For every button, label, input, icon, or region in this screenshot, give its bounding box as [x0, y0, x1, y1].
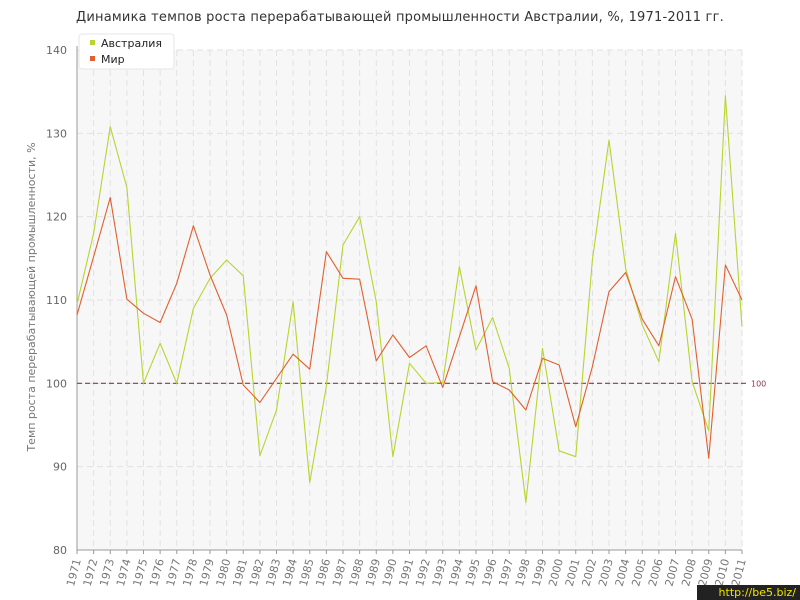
legend-label-world[interactable]: Мир — [101, 53, 125, 66]
axes — [76, 46, 743, 554]
watermark-link[interactable]: http://be5.biz/ — [697, 585, 800, 600]
x-tick-label: 2011 — [729, 557, 749, 587]
y-tick-label: 140 — [46, 44, 67, 57]
legend-box — [78, 33, 175, 70]
y-axis-title: Темп роста перерабатывающей промышленнос… — [25, 142, 38, 452]
legend-swatch-world — [90, 56, 95, 61]
x-tick-labels: 1971197219731974197519761977197819791980… — [64, 557, 749, 587]
chart-title: Динамика темпов роста перерабатывающей п… — [76, 10, 724, 25]
reference-line-label: 100 — [751, 379, 766, 388]
y-tick-label: 120 — [46, 211, 67, 224]
legend-swatch-australia — [90, 40, 95, 45]
legend-label-australia[interactable]: Австралия — [101, 37, 162, 50]
y-tick-labels: 80 90 100 110 120 130 140 — [46, 44, 67, 557]
series-line-world[interactable] — [76, 196, 743, 459]
y-tick-label: 100 — [46, 377, 67, 390]
series-lines — [76, 95, 743, 504]
legend[interactable]: Австралия Мир — [78, 33, 175, 70]
grid — [76, 49, 743, 551]
reference-line-group: 100 — [77, 379, 766, 388]
y-tick-label: 110 — [46, 294, 67, 307]
y-tick-label: 80 — [53, 544, 67, 557]
y-tick-label: 90 — [53, 461, 67, 474]
y-tick-label: 130 — [46, 127, 67, 140]
